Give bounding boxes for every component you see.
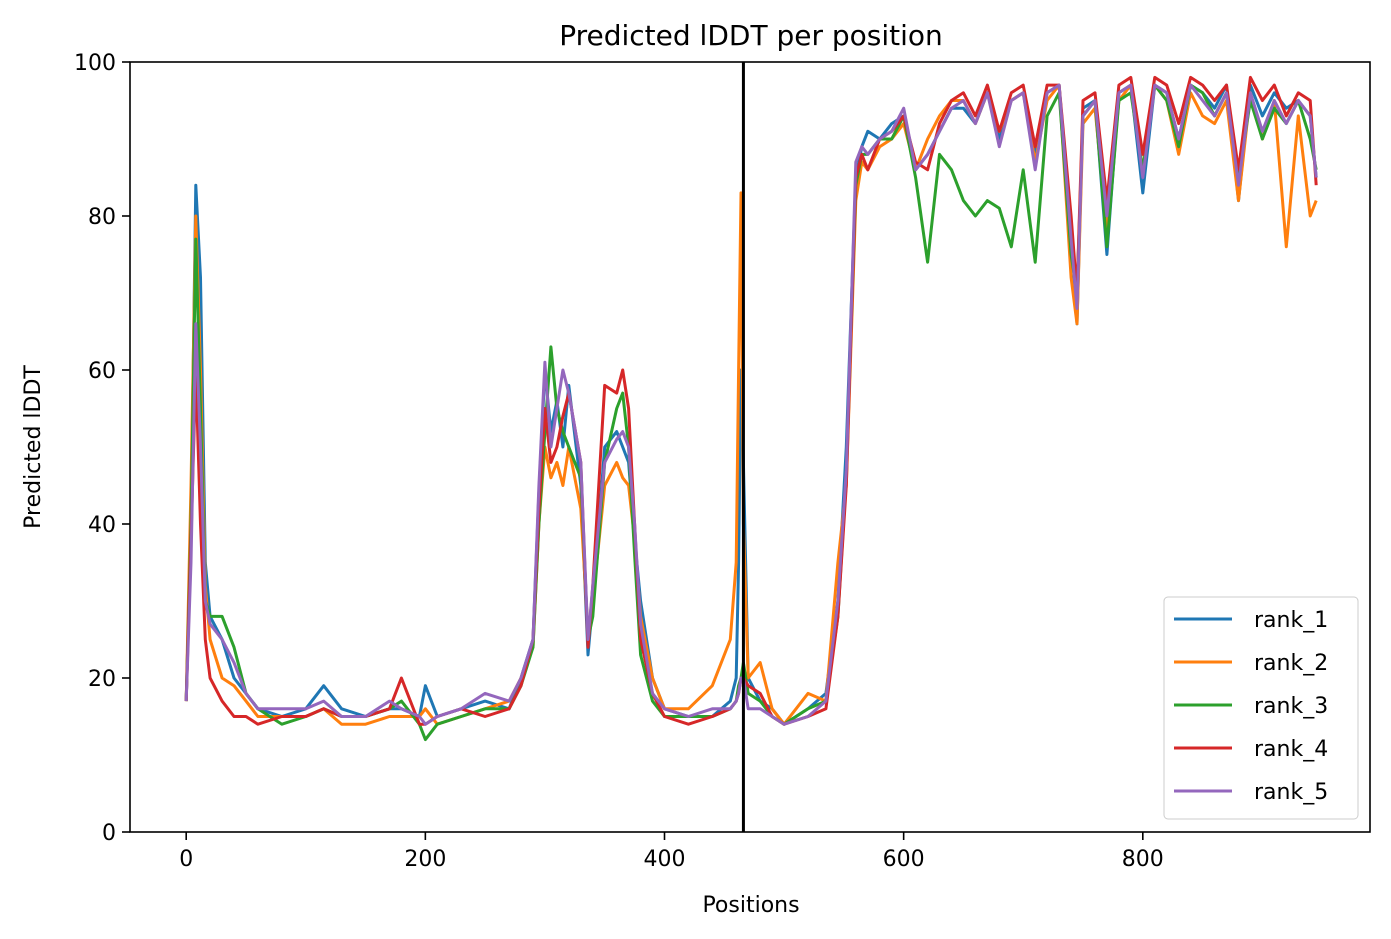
legend-label-rank_5: rank_5 (1254, 780, 1328, 805)
x-axis: 0 200 400 600 800 (179, 832, 1164, 872)
series-layer (184, 75, 1318, 742)
y-tick-label: 20 (88, 667, 116, 692)
legend-box (1163, 596, 1359, 820)
y-tick-label: 0 (102, 821, 116, 846)
x-tick-label: 800 (1122, 847, 1164, 872)
legend-label-rank_3: rank_3 (1254, 694, 1328, 719)
series-line-rank_2 (184, 83, 1318, 726)
x-tick-label: 0 (179, 847, 193, 872)
legend-label-rank_1: rank_1 (1254, 608, 1328, 633)
plot-frame (129, 61, 1371, 833)
x-tick-label: 600 (883, 847, 925, 872)
y-tick-label: 60 (88, 359, 116, 384)
legend-label-rank_4: rank_4 (1254, 737, 1328, 762)
series-line-rank_4 (184, 75, 1318, 726)
y-tick-label: 100 (74, 51, 116, 76)
legend-label-rank_2: rank_2 (1254, 651, 1328, 676)
series-line-rank_5 (184, 83, 1318, 726)
x-tick-label: 200 (404, 847, 446, 872)
x-tick-label: 400 (644, 847, 686, 872)
y-tick-label: 40 (88, 513, 116, 538)
y-tick-label: 80 (88, 205, 116, 230)
chart-title: Predicted lDDT per position (559, 19, 943, 52)
legend: rank_1 rank_2 rank_3 rank_4 rank_5 (1163, 596, 1359, 820)
x-axis-label: Positions (702, 893, 799, 918)
y-axis-label: Predicted lDDT (21, 365, 46, 529)
y-axis: 0 20 40 60 80 100 (74, 51, 130, 846)
series-line-rank_3 (184, 83, 1318, 742)
